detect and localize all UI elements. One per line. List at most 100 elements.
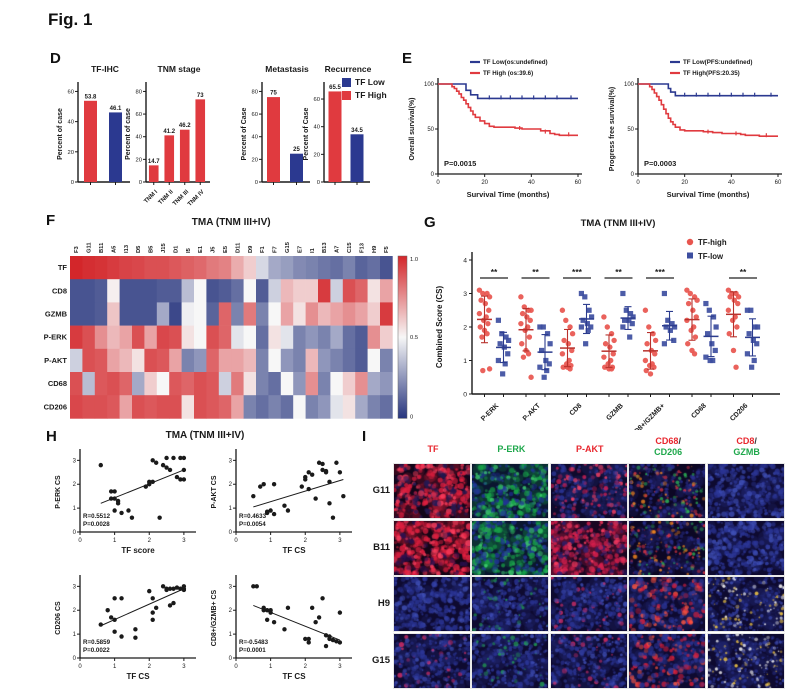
svg-text:CD8: CD8	[52, 286, 67, 295]
svg-text:60: 60	[775, 180, 782, 186]
svg-text:TF CS: TF CS	[282, 546, 306, 555]
svg-text:TF CS: TF CS	[282, 672, 306, 681]
marker-label: CD206	[654, 447, 683, 457]
micrograph-tile	[706, 519, 785, 576]
svg-text:Survival Time (months): Survival Time (months)	[467, 190, 550, 199]
marker-label: P-ERK	[497, 444, 526, 454]
svg-text:46.2: 46.2	[179, 123, 191, 129]
svg-text:2: 2	[463, 325, 467, 332]
svg-text:TMA (TNM III+IV): TMA (TNM III+IV)	[192, 217, 271, 228]
panel-letter-f: F	[46, 212, 56, 229]
svg-text:I1: I1	[310, 247, 316, 253]
micrograph-row-label: B11	[373, 541, 390, 553]
svg-text:1: 1	[269, 538, 273, 544]
svg-text:P=0.0015: P=0.0015	[444, 159, 476, 168]
svg-text:TF Low(os:undefined): TF Low(os:undefined)	[483, 59, 548, 66]
svg-text:Percent of Case: Percent of Case	[303, 107, 310, 160]
svg-text:P=0.0001: P=0.0001	[239, 647, 266, 654]
micrograph-row-label: G11	[372, 485, 390, 496]
svg-text:0: 0	[71, 180, 74, 186]
heatmap-panel-f: TMA (TNM III+IV) F3 G11 B11 A5 I13 D5 B5 J15 D1 I5…	[44, 217, 418, 420]
svg-text:40: 40	[136, 135, 142, 141]
svg-text:Percent of case: Percent of case	[57, 108, 64, 160]
svg-text:P=0.0022: P=0.0022	[83, 647, 110, 654]
svg-text:1: 1	[73, 632, 77, 638]
legend-item-tf-low: TF Low	[342, 76, 387, 89]
scatter-grid-panel-h: TMA (TNM III+IV) 0 0 1 1 2 2 3 3 R=0.5512 P=0.002…	[40, 430, 370, 691]
svg-text:R=-0.5483: R=-0.5483	[239, 639, 269, 646]
svg-text:2: 2	[73, 482, 77, 488]
svg-text:F7: F7	[273, 246, 279, 253]
svg-text:***: ***	[572, 267, 583, 277]
svg-text:H9: H9	[372, 245, 378, 253]
svg-text:P-AKT: P-AKT	[44, 356, 67, 365]
svg-text:20: 20	[136, 157, 142, 163]
svg-text:B5: B5	[149, 245, 155, 253]
svg-text:E7: E7	[297, 246, 303, 253]
svg-text:3: 3	[73, 584, 77, 590]
micrograph-tile	[393, 632, 471, 689]
marker-label: /	[678, 436, 681, 446]
micrograph-tile	[706, 576, 785, 632]
marker-label: TF	[427, 444, 439, 454]
micrograph-tile	[471, 632, 550, 689]
svg-text:CD206: CD206	[729, 402, 749, 422]
svg-text:0: 0	[255, 180, 258, 186]
svg-text:P-ERK CS: P-ERK CS	[55, 475, 62, 509]
svg-text:3: 3	[182, 664, 186, 670]
micrograph-tile	[706, 632, 785, 689]
micrograph-grid-panel-i: TF P-ERK P-AKT CD68/CD206 CD8/GZMB G11 B11 H9 G1…	[360, 430, 786, 691]
svg-text:0: 0	[229, 656, 233, 662]
svg-text:TNM stage: TNM stage	[158, 64, 201, 74]
svg-text:CD206 CS: CD206 CS	[55, 601, 62, 635]
svg-text:3: 3	[182, 538, 186, 544]
svg-text:P-ERK: P-ERK	[44, 333, 68, 342]
svg-text:E5: E5	[223, 245, 229, 253]
svg-text:TMA (TNM III+IV): TMA (TNM III+IV)	[581, 218, 656, 229]
svg-text:G15: G15	[285, 241, 291, 253]
svg-text:1: 1	[229, 632, 233, 638]
micrograph-row-label: G15	[372, 654, 390, 666]
svg-text:3: 3	[229, 584, 233, 590]
svg-text:CD68: CD68	[690, 402, 708, 420]
micrograph-col-header: P-AKT	[551, 444, 629, 455]
svg-text:A5: A5	[111, 245, 117, 253]
svg-text:1: 1	[463, 358, 467, 365]
svg-text:C15: C15	[347, 242, 353, 253]
svg-text:0: 0	[139, 180, 142, 186]
svg-text:34.5: 34.5	[351, 128, 363, 134]
svg-text:0: 0	[463, 392, 467, 399]
svg-text:CD8+/GZMB+ CS: CD8+/GZMB+ CS	[211, 589, 218, 646]
svg-text:60: 60	[314, 97, 320, 103]
svg-text:TF score: TF score	[121, 546, 155, 555]
svg-text:0: 0	[317, 180, 320, 186]
svg-text:I13: I13	[124, 244, 130, 253]
svg-text:60: 60	[252, 112, 258, 118]
svg-text:2: 2	[304, 664, 308, 670]
svg-text:0: 0	[234, 664, 238, 670]
svg-text:TF: TF	[58, 263, 68, 272]
micrograph-col-header: CD68/CD206	[629, 436, 707, 458]
marker-label: CD68	[655, 436, 679, 446]
svg-text:100: 100	[624, 82, 635, 88]
svg-text:**: **	[491, 267, 498, 277]
panel-h-title: TMA (TNM III+IV)	[165, 430, 245, 441]
svg-text:0.5: 0.5	[410, 335, 418, 341]
svg-text:E1: E1	[198, 245, 204, 253]
marker-label: GZMB	[733, 447, 760, 457]
svg-text:0: 0	[78, 538, 82, 544]
micrograph-tile	[549, 576, 628, 632]
svg-text:R=0.5859: R=0.5859	[83, 639, 111, 646]
svg-text:**: **	[615, 267, 622, 277]
tf-high-swatch	[342, 91, 351, 100]
svg-text:2: 2	[304, 538, 308, 544]
svg-text:D5: D5	[136, 245, 142, 253]
svg-text:**: **	[740, 267, 747, 277]
svg-text:50: 50	[427, 127, 434, 133]
svg-text:Percent of case: Percent of case	[125, 108, 132, 160]
svg-text:25: 25	[293, 147, 300, 153]
svg-text:**: **	[532, 267, 539, 277]
micrograph-tile	[393, 576, 471, 632]
panel-letter-d: D	[50, 50, 61, 67]
svg-text:1: 1	[269, 664, 273, 670]
